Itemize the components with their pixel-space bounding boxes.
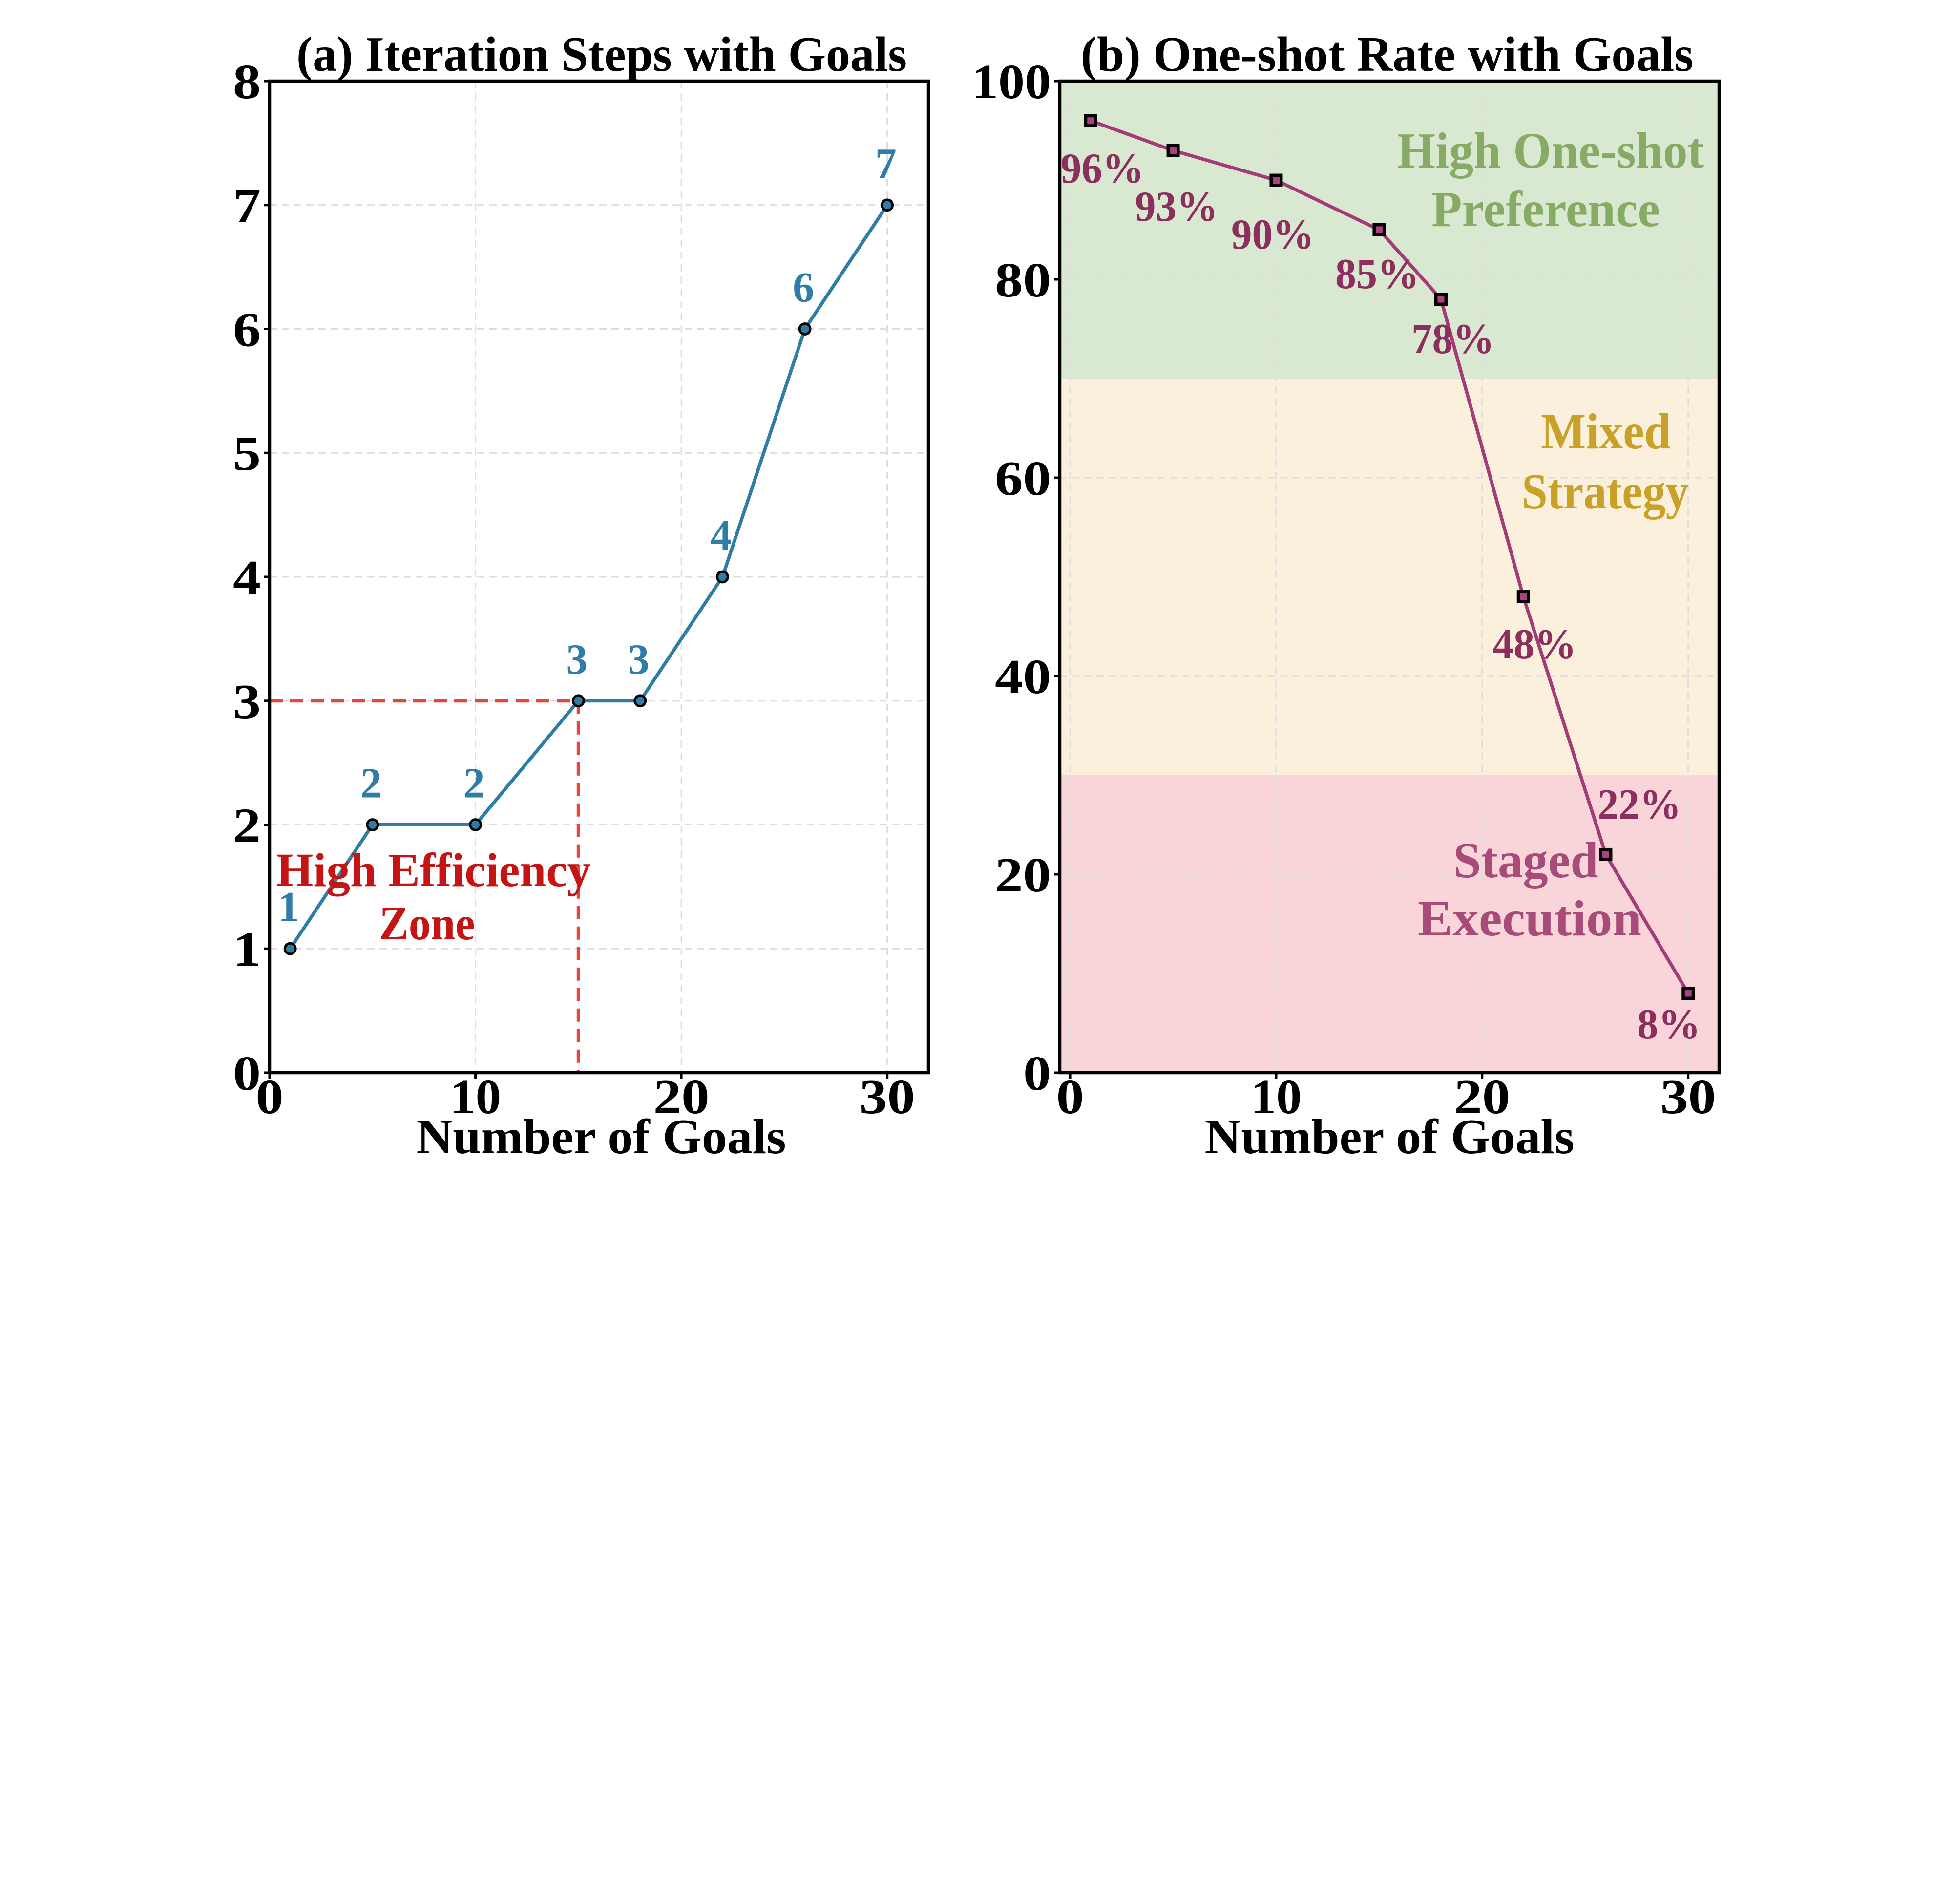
svg-text:6: 6: [793, 264, 814, 312]
svg-text:1: 1: [278, 884, 299, 931]
svg-text:10: 10: [450, 1069, 501, 1124]
svg-text:3: 3: [233, 674, 261, 729]
svg-text:60: 60: [995, 451, 1051, 506]
svg-text:5: 5: [233, 426, 261, 481]
svg-text:Mixed: Mixed: [1541, 403, 1671, 460]
svg-text:(a) Iteration Steps with Goals: (a) Iteration Steps with Goals: [296, 27, 907, 82]
svg-text:Number of Goals: Number of Goals: [417, 1109, 786, 1164]
svg-text:7: 7: [875, 140, 897, 188]
svg-text:78%: 78%: [1411, 316, 1494, 363]
svg-text:7: 7: [233, 178, 261, 233]
svg-text:8: 8: [233, 54, 261, 109]
svg-text:48%: 48%: [1492, 621, 1576, 668]
svg-text:8%: 8%: [1637, 1001, 1701, 1048]
svg-text:High Efficiency: High Efficiency: [276, 844, 591, 896]
svg-text:4: 4: [233, 550, 261, 605]
svg-text:30: 30: [860, 1069, 915, 1124]
svg-text:0: 0: [1056, 1069, 1084, 1124]
svg-text:30: 30: [1660, 1069, 1716, 1124]
svg-text:40: 40: [995, 649, 1051, 704]
svg-text:1: 1: [233, 922, 261, 976]
svg-text:Preference: Preference: [1431, 181, 1660, 237]
svg-text:Zone: Zone: [379, 897, 475, 950]
svg-text:0: 0: [256, 1069, 284, 1124]
svg-text:96%: 96%: [1061, 145, 1144, 192]
svg-text:80: 80: [995, 253, 1051, 307]
svg-text:Strategy: Strategy: [1522, 464, 1689, 520]
svg-text:2: 2: [360, 760, 382, 807]
svg-text:3: 3: [628, 636, 650, 683]
svg-text:0: 0: [233, 1046, 261, 1100]
svg-text:100: 100: [972, 54, 1051, 109]
svg-text:20: 20: [653, 1069, 710, 1124]
svg-text:90%: 90%: [1231, 211, 1314, 258]
svg-text:2: 2: [233, 798, 261, 853]
svg-text:10: 10: [1251, 1069, 1302, 1124]
svg-text:High One-shot: High One-shot: [1397, 123, 1704, 179]
svg-text:0: 0: [1023, 1046, 1051, 1100]
svg-text:Number of Goals: Number of Goals: [1205, 1109, 1575, 1164]
svg-text:6: 6: [233, 302, 261, 357]
svg-text:93%: 93%: [1135, 183, 1218, 231]
svg-text:22%: 22%: [1598, 781, 1681, 828]
svg-text:2: 2: [463, 760, 485, 807]
svg-text:4: 4: [710, 512, 732, 559]
svg-text:20: 20: [995, 847, 1051, 902]
svg-text:Staged: Staged: [1453, 832, 1598, 889]
svg-text:(b) One-shot Rate with Goals: (b) One-shot Rate with Goals: [1081, 27, 1694, 82]
svg-text:3: 3: [566, 636, 588, 683]
svg-text:85%: 85%: [1335, 251, 1419, 298]
svg-text:20: 20: [1454, 1069, 1510, 1124]
svg-text:Execution: Execution: [1418, 890, 1641, 947]
